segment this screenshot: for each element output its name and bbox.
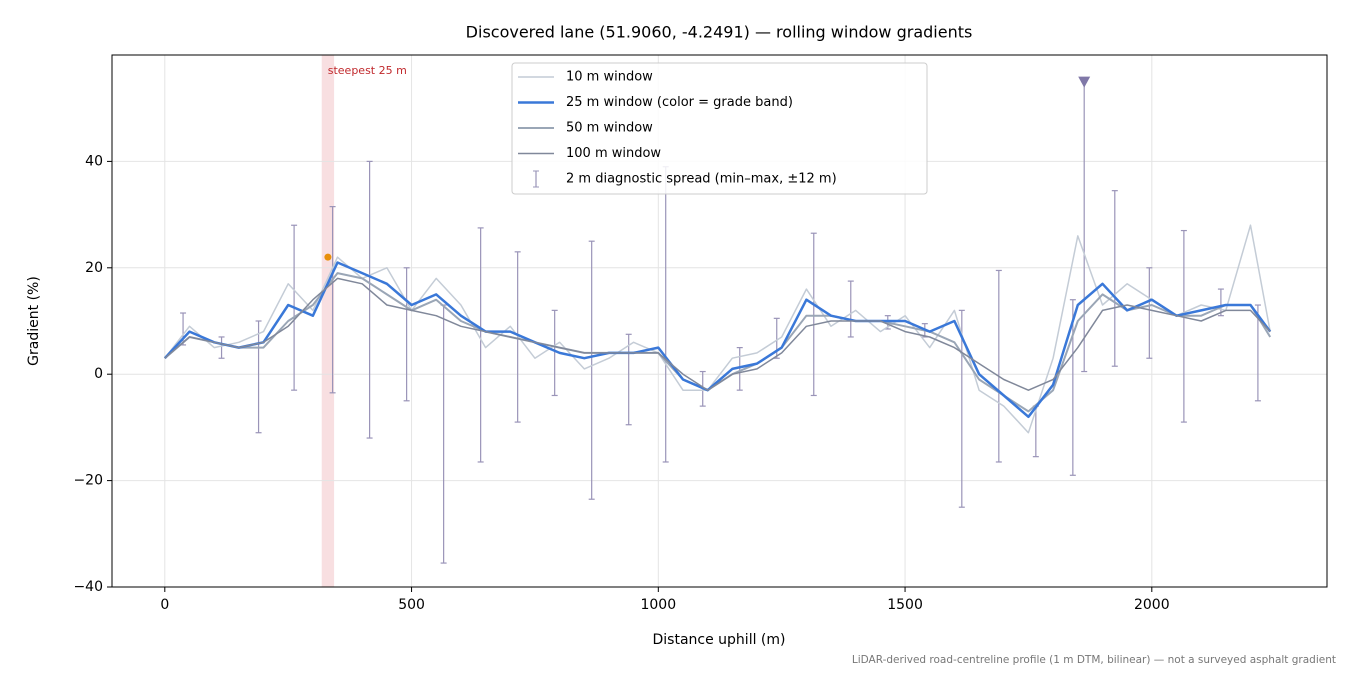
y-axis-label: Gradient (%) [26,276,42,366]
error-bar [551,309,558,397]
chart-title: Discovered lane (51.9060, -4.2491) — rol… [466,23,973,42]
y-tick-label: −20 [73,473,103,489]
legend-label: 100 m window [566,146,661,161]
plot-frame [111,54,1328,588]
error-bar [403,267,410,402]
steepest-label: steepest 25 m [328,64,407,77]
clipped-marker [1078,76,1091,88]
error-bar [736,347,743,391]
error-bar [1217,288,1224,317]
error-bar [1069,299,1076,476]
error-bar [625,333,632,426]
legend-box [511,62,928,195]
series-line [164,277,1271,391]
error-bar [810,232,817,397]
legend-label: 50 m window [566,121,653,136]
y-tick-label: 0 [94,366,103,382]
steepest-band [321,55,335,587]
error-bar [588,240,595,500]
x-tick-label: 1000 [640,597,676,613]
y-tick-label: −40 [73,579,103,595]
error-bar [366,160,373,439]
error-bar [255,320,262,434]
error-bar [847,280,854,338]
error-bar [1111,190,1118,367]
error-bar [329,206,336,394]
x-tick-label: 1500 [887,597,923,613]
error-bar [1146,267,1153,359]
series-line [163,261,1272,419]
legend-label: 2 m diagnostic spread (min–max, ±12 m) [566,172,837,187]
footnote: LiDAR-derived road-centreline profile (1… [852,654,1336,666]
steepest-peak [324,253,332,261]
error-bar [958,309,965,508]
error-bar [995,269,1002,463]
error-bar [477,227,484,463]
error-bar [1254,304,1261,402]
y-tick-label: 20 [85,260,103,276]
x-tick-label: 0 [160,597,169,613]
error-bar [1180,229,1187,423]
x-axis-label: Distance uphill (m) [653,632,786,648]
legend-label: 25 m window (color = grade band) [566,95,793,110]
x-tick-label: 2000 [1134,597,1170,613]
x-tick-label: 500 [398,597,425,613]
y-tick-label: 40 [85,153,103,169]
error-bar [218,336,225,359]
legend-label: 10 m window [566,70,653,85]
